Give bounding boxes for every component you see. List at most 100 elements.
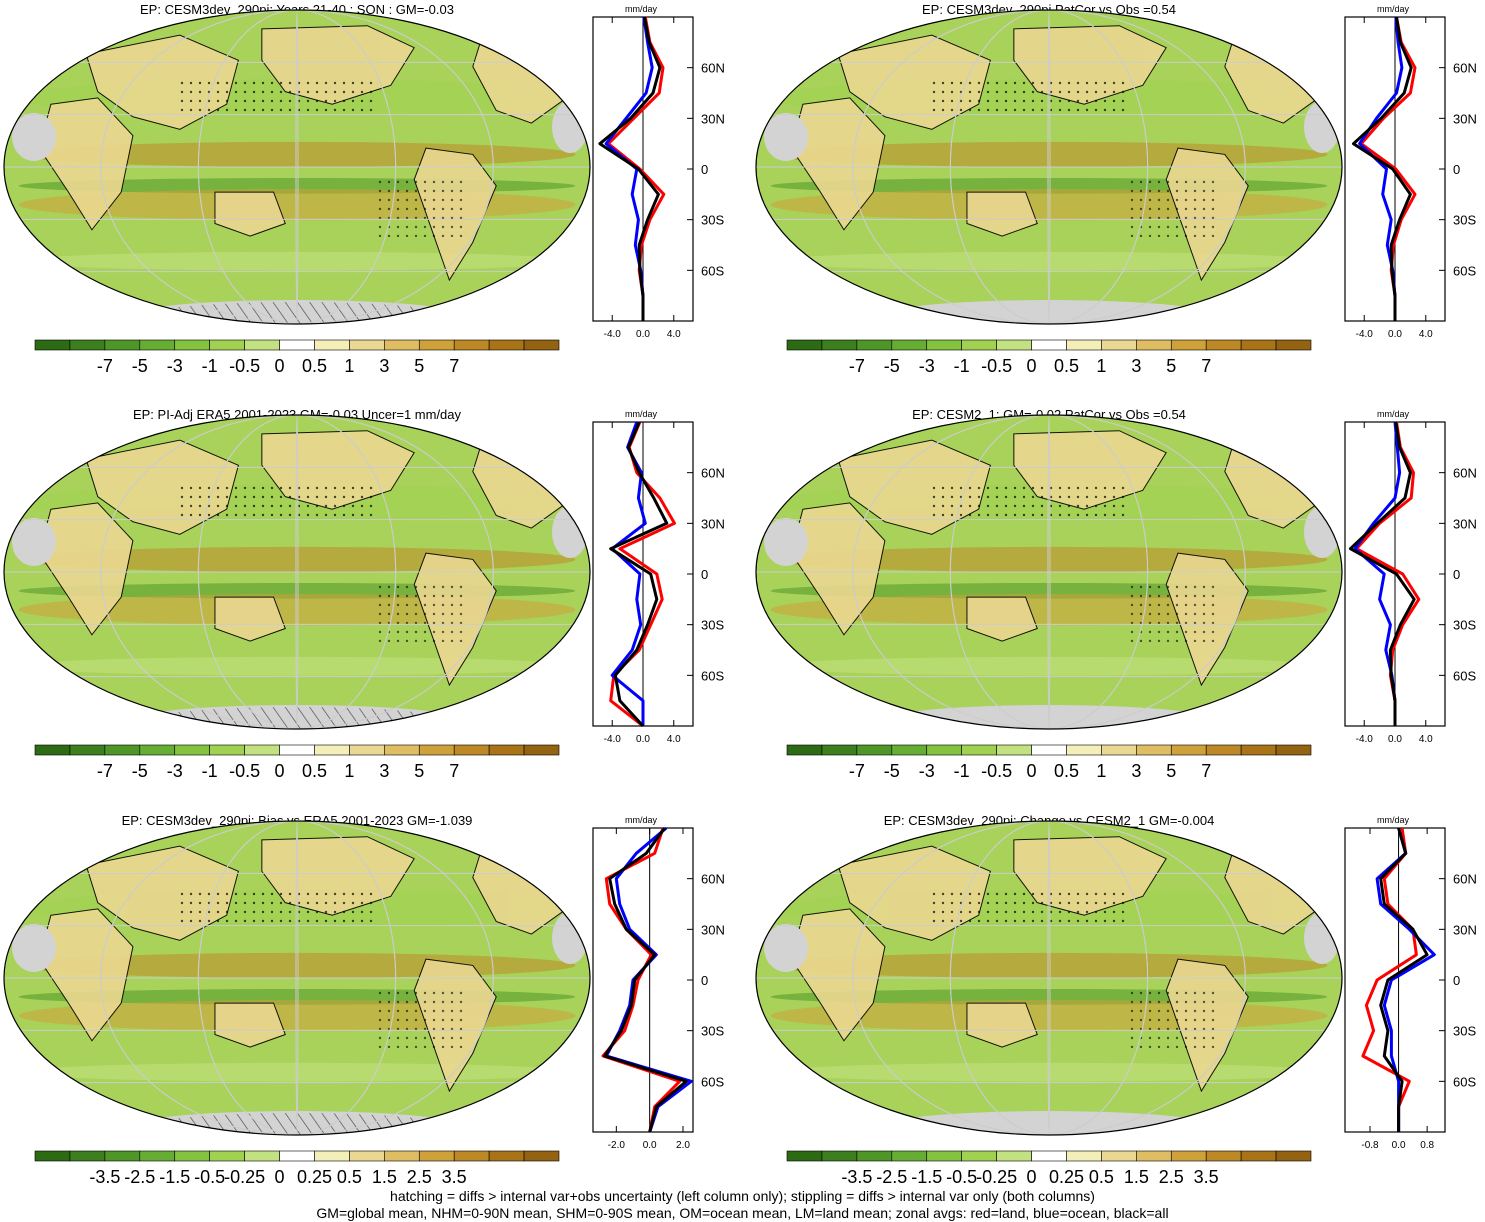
colorbar-box [139, 744, 176, 756]
zonal-units: mm/day [1377, 815, 1410, 825]
graticule-lon [100, 415, 494, 729]
colorbar-label: -2.5 [876, 1167, 907, 1187]
colorbar-box [244, 339, 280, 351]
colorbar-label: 3 [379, 761, 389, 781]
zonal-xtick-label: 0.0 [636, 734, 650, 745]
zonal-ytick-label: 0 [1453, 162, 1460, 177]
colorbar-label: 0.5 [302, 761, 327, 781]
zonal-ytick-label: 30S [701, 213, 724, 228]
map-border [755, 414, 1343, 730]
colorbar-box [1170, 1150, 1207, 1162]
zonal-ytick-label: 60N [701, 872, 725, 887]
graticule-lon [852, 821, 1246, 1135]
antarctica [873, 1111, 1225, 1135]
zonal-ytick-label: 0 [1453, 973, 1460, 988]
colorbar-label: 0.5 [1054, 761, 1079, 781]
colorbar-label: 2.5 [1159, 1167, 1184, 1187]
zonal-xtick-label: -4.0 [604, 329, 622, 340]
missing-region [764, 518, 808, 566]
colorbar-box [349, 744, 385, 756]
map [3, 414, 591, 730]
colorbar-label: 0 [1027, 1167, 1037, 1187]
colorbar-box [1031, 339, 1067, 351]
zonal-ytick-label: 0 [701, 567, 708, 582]
colorbar-label: -0.5 [229, 356, 260, 376]
zonal-ytick-label: 30S [1453, 618, 1476, 633]
zonal-xtick-label: 0.0 [636, 329, 650, 340]
zonal-ytick-label: 30S [701, 618, 724, 633]
colorbar-label: -7 [849, 356, 865, 376]
zonal-ytick-label: 0 [701, 973, 708, 988]
colorbar-box [279, 744, 315, 756]
colorbar-label: 1 [344, 761, 354, 781]
stippling [929, 888, 1129, 928]
zonal-mean-plot: mm/day -4.0 0.0 4.0 60N 30N 0 30S 60S [592, 409, 725, 745]
colorbar-box [856, 1150, 893, 1162]
colorbar-box [314, 339, 350, 351]
colorbar-box [821, 1150, 858, 1162]
colorbar-box [523, 339, 560, 351]
field-band [770, 251, 1328, 271]
footer-hatching-note: hatching = diffs > internal var+obs unce… [390, 1188, 1095, 1204]
colorbar-label: -0.5 [229, 761, 260, 781]
stippling [177, 77, 377, 117]
zonal-series-line [609, 421, 669, 728]
graticule-lon [852, 10, 1246, 324]
graticule-lon [295, 10, 299, 324]
antarctica [873, 300, 1225, 324]
missing-region [552, 101, 588, 153]
graticule-lon [197, 821, 397, 1135]
zonal-series-line [604, 826, 693, 1133]
colorbar-box [1170, 744, 1207, 756]
colorbar-box [209, 744, 245, 756]
colorbar-box [1205, 339, 1242, 351]
colorbar-box [174, 744, 210, 756]
colorbar-box [891, 744, 928, 756]
colorbar-box [961, 1150, 997, 1162]
zonal-ytick-label: 30N [1453, 111, 1477, 126]
zonal-ytick-label: 60S [1453, 263, 1476, 278]
colorbar-label: -2.5 [124, 1167, 155, 1187]
colorbar-label: -1.5 [911, 1167, 942, 1187]
zonal-ytick-label: 60N [701, 61, 725, 76]
colorbar-box [488, 339, 525, 351]
colorbar-box [453, 339, 490, 351]
colorbar-label: -3 [919, 356, 935, 376]
colorbar-box [1101, 1150, 1137, 1162]
map-field [4, 415, 590, 729]
zonal-ytick-label: 60N [701, 466, 725, 481]
colorbar-label: 7 [449, 356, 459, 376]
colorbar-box [856, 339, 893, 351]
zonal-ytick-label: 60S [701, 263, 724, 278]
zonal-mean-plot: mm/day -4.0 0.0 4.0 60N 30N 0 30S 60S [1344, 4, 1477, 340]
colorbar-label: 1 [1096, 761, 1106, 781]
missing-region [1304, 101, 1340, 153]
colorbar-label: 7 [1201, 761, 1211, 781]
colorbar-box [1066, 744, 1102, 756]
zonal-series-line [1352, 16, 1413, 321]
zonal-ytick-label: 30N [701, 111, 725, 126]
stippling [929, 77, 1129, 117]
colorbar-label: 3.5 [442, 1167, 467, 1187]
zonal-xtick-label: 4.0 [1419, 329, 1433, 340]
colorbar-label: -1 [954, 761, 970, 781]
zonal-units: mm/day [625, 815, 658, 825]
colorbar-label: -1 [202, 761, 218, 781]
zonal-ytick-label: 60S [1453, 668, 1476, 683]
colorbar-label: 0.25 [297, 1167, 332, 1187]
colorbar-box [1170, 339, 1207, 351]
colorbar-box [786, 1150, 823, 1162]
colorbar-box [279, 339, 315, 351]
graticule-lon [197, 415, 397, 729]
colorbar-box [961, 339, 997, 351]
map-border [755, 9, 1343, 325]
colorbar-box [279, 1150, 315, 1162]
map-border [3, 414, 591, 730]
zonal-xtick-label: 0.8 [1420, 1140, 1434, 1151]
missing-region [12, 518, 56, 566]
colorbar-box [104, 1150, 141, 1162]
stippling [1129, 582, 1219, 642]
panel-2: EP: CESM3dev_290pi PatCor vs Obs =0.54-7… [755, 2, 1477, 376]
map [755, 820, 1343, 1136]
colorbar-box [961, 744, 997, 756]
